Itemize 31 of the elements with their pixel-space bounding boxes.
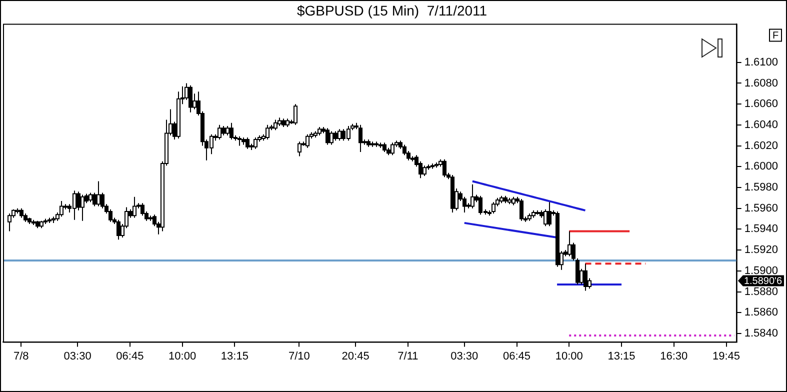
- y-tick-label: 1.5880: [744, 286, 778, 298]
- y-tick-label: 1.6060: [744, 98, 778, 110]
- y-tick-label: 1.5860: [744, 306, 778, 319]
- x-tick-label: 10:00: [168, 350, 196, 362]
- y-tick-label: 1.6000: [744, 160, 778, 173]
- x-tick-label: 16:30: [660, 350, 688, 362]
- y-tick-label: 1.6040: [744, 118, 778, 131]
- y-tick-label: 1.5940: [744, 223, 778, 236]
- x-tick-label: 13:15: [220, 350, 248, 362]
- y-tick-label: 1.5840: [744, 327, 778, 340]
- chart-title: $GBPUSD (15 Min) 7/11/2011: [296, 2, 488, 18]
- y-tick-label: 1.5980: [744, 182, 778, 194]
- x-tick-label: 7/11: [398, 350, 418, 362]
- x-tick-label: 7/8: [13, 350, 29, 362]
- text: 1.5890'6: [744, 276, 782, 287]
- x-tick-label: 20:45: [342, 350, 370, 362]
- x-tick-label: 19:45: [712, 350, 740, 362]
- text: F: [772, 30, 779, 42]
- x-tick-label: 7/10: [288, 350, 310, 362]
- y-tick-label: 1.5920: [744, 244, 778, 256]
- x-tick-label: 06:45: [502, 350, 531, 362]
- x-tick-label: 13:15: [608, 350, 636, 362]
- x-tick-label: 10:00: [555, 350, 583, 362]
- y-tick-label: 1.6080: [744, 77, 778, 90]
- y-tick-label: 1.5960: [744, 202, 778, 214]
- x-tick-label: 03:30: [64, 350, 92, 362]
- y-tick-label: 1.6100: [744, 56, 778, 68]
- x-tick-label: 06:45: [116, 350, 144, 362]
- y-tick-label: 1.5900: [744, 264, 778, 277]
- x-tick-label: 03:30: [450, 350, 478, 362]
- y-tick-label: 1.6020: [744, 140, 778, 152]
